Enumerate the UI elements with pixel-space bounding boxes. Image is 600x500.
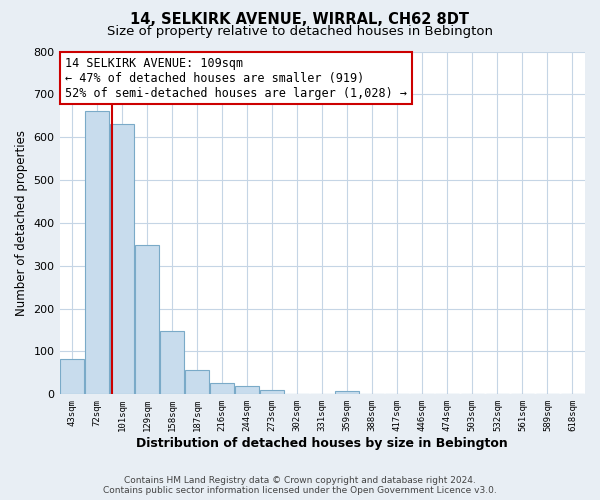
Bar bbox=[85, 110, 109, 395]
Bar bbox=[135, 245, 159, 394]
Bar bbox=[110, 124, 134, 394]
Bar bbox=[335, 391, 359, 394]
Text: Size of property relative to detached houses in Bebington: Size of property relative to detached ho… bbox=[107, 25, 493, 38]
Text: Contains HM Land Registry data © Crown copyright and database right 2024.
Contai: Contains HM Land Registry data © Crown c… bbox=[103, 476, 497, 495]
Bar bbox=[160, 331, 184, 394]
Text: 14, SELKIRK AVENUE, WIRRAL, CH62 8DT: 14, SELKIRK AVENUE, WIRRAL, CH62 8DT bbox=[131, 12, 470, 28]
Bar bbox=[60, 359, 84, 394]
Bar bbox=[210, 383, 234, 394]
X-axis label: Distribution of detached houses by size in Bebington: Distribution of detached houses by size … bbox=[136, 437, 508, 450]
Bar bbox=[260, 390, 284, 394]
Bar bbox=[185, 370, 209, 394]
Bar bbox=[235, 386, 259, 394]
Text: 14 SELKIRK AVENUE: 109sqm
← 47% of detached houses are smaller (919)
52% of semi: 14 SELKIRK AVENUE: 109sqm ← 47% of detac… bbox=[65, 56, 407, 100]
Y-axis label: Number of detached properties: Number of detached properties bbox=[15, 130, 28, 316]
